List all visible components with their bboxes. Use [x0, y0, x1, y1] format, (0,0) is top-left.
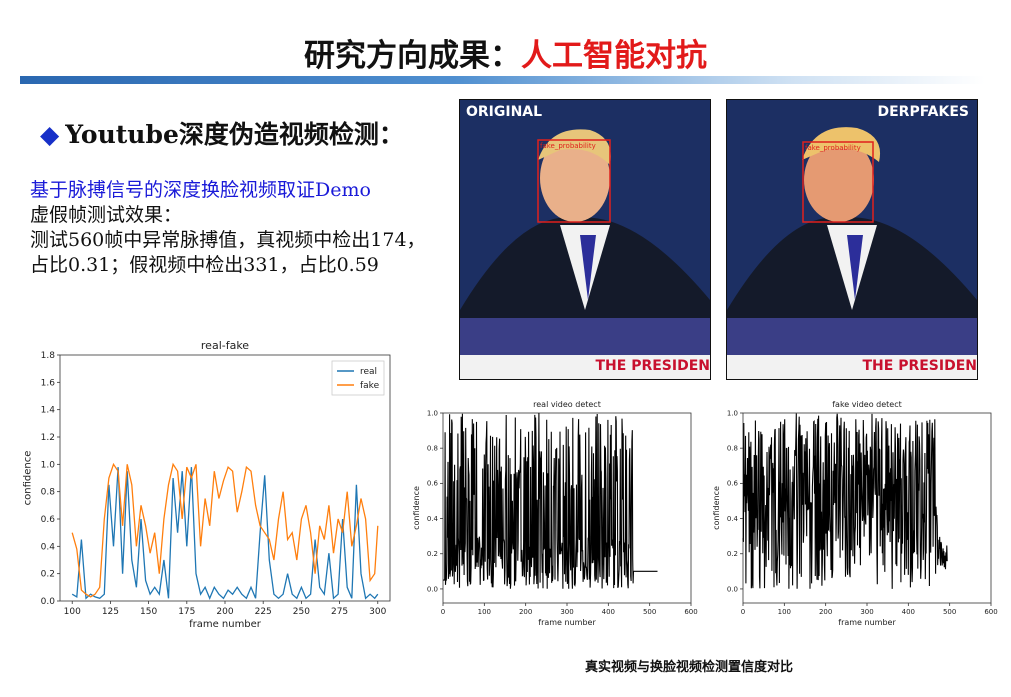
- real-video-detect-chart: real video detect 0 100 200 300 400 500 600 0.0 0…: [412, 400, 698, 627]
- y-tick-label: 0.6: [427, 480, 439, 488]
- x-tick-label: 300: [560, 608, 573, 616]
- x-tick-label: 0: [441, 608, 445, 616]
- x-tick-label: 150: [140, 607, 157, 617]
- x-tick-label: 400: [902, 608, 915, 616]
- chart-title: real video detect: [533, 400, 601, 409]
- x-tick-label: 600: [984, 608, 997, 616]
- y-tick-label: 1.0: [727, 409, 738, 417]
- y-tick-label: 0.6: [727, 480, 739, 488]
- y-tick-label: 0.4: [727, 515, 739, 523]
- x-tick-label: 300: [369, 607, 386, 617]
- video-scene: [727, 100, 977, 379]
- title-underline-bar: [20, 76, 985, 84]
- slide-title: 研究方向成果：人工智能对抗: [0, 30, 1011, 75]
- series-line-real-video: [443, 413, 658, 589]
- lower-third-text: THE PRESIDEN: [862, 358, 977, 374]
- series-line-real: [71, 467, 379, 600]
- bullet-text: Youtube深度伪造视频检测：: [65, 120, 404, 149]
- x-tick-label: 500: [943, 608, 956, 616]
- y-tick-label: 1.4: [41, 406, 56, 416]
- chart-title: real-fake: [201, 339, 249, 352]
- y-tick-label: 1.2: [41, 433, 55, 443]
- y-tick-label: 0.0: [41, 597, 56, 607]
- x-tick-label: 275: [331, 607, 348, 617]
- y-tick-label: 0.2: [727, 550, 738, 558]
- x-axis-label: frame number: [189, 619, 262, 630]
- y-tick-label: 1.6: [41, 378, 56, 388]
- legend-label: real: [360, 367, 377, 377]
- x-axis-label: frame number: [538, 618, 596, 627]
- y-tick-label: 0.6: [41, 515, 56, 525]
- y-axis-label: confidence: [23, 451, 34, 506]
- x-tick-label: 0: [741, 608, 745, 616]
- legend-box: [331, 360, 385, 396]
- y-tick-label: 1.0: [427, 409, 438, 417]
- y-axis-label: confidence: [712, 486, 721, 530]
- lower-third-strip: THE PRESIDEN: [727, 355, 977, 379]
- x-tick-label: 300: [860, 608, 873, 616]
- deepfake-video-frame: DERPFAKES fake_probability THE PRESIDEN: [726, 99, 978, 380]
- y-tick-label: 0.8: [427, 445, 438, 453]
- description-line-2: 虚假帧测试效果：: [30, 204, 183, 226]
- y-tick-label: 0.0: [427, 585, 438, 593]
- y-tick-label: 1.8: [41, 351, 56, 361]
- title-accent: 人工智能对抗: [521, 38, 707, 74]
- x-tick-label: 200: [519, 608, 532, 616]
- x-tick-label: 600: [684, 608, 697, 616]
- description-block: 基于脉搏信号的深度换脸视频取证Demo 虚假帧测试效果： 测试560帧中异常脉搏…: [30, 178, 460, 278]
- x-tick-label: 200: [819, 608, 832, 616]
- y-tick-label: 0.8: [41, 488, 56, 498]
- y-tick-label: 0.2: [41, 570, 55, 580]
- title-prefix: 研究方向成果：: [304, 38, 521, 74]
- y-tick-label: 1.0: [41, 460, 56, 470]
- x-tick-label: 125: [102, 607, 119, 617]
- fake-video-detect-chart: fake video detect 0 100 200 300 400 500 600 0.0 0…: [712, 400, 998, 627]
- description-line-demo: 基于脉搏信号的深度换脸视频取证Demo: [30, 179, 371, 201]
- y-tick-label: 0.0: [727, 585, 738, 593]
- x-tick-label: 500: [643, 608, 656, 616]
- lower-third-text: THE PRESIDEN: [595, 358, 710, 374]
- x-axis-label: frame number: [838, 618, 896, 627]
- real-fake-chart: real-fake 100 125 150 175 200 225 250 275 300 0.0 0…: [23, 339, 391, 630]
- chart-title: fake video detect: [832, 400, 902, 409]
- y-tick-label: 0.2: [427, 550, 438, 558]
- photo-label: ORIGINAL: [466, 104, 543, 120]
- x-tick-label: 200: [216, 607, 233, 617]
- y-tick-label: 0.4: [427, 515, 439, 523]
- bullet-heading: ◆ Youtube深度伪造视频检测：: [40, 115, 404, 151]
- x-tick-label: 400: [602, 608, 615, 616]
- y-axis-label: confidence: [412, 486, 421, 530]
- series-line-fake: [71, 462, 379, 598]
- original-video-frame: ORIGINAL fake_probability THE PRESIDEN: [459, 99, 711, 380]
- x-tick-label: 225: [255, 607, 272, 617]
- x-tick-label: 175: [178, 607, 195, 617]
- x-tick-label: 100: [478, 608, 491, 616]
- video-scene: [460, 100, 710, 379]
- x-tick-label: 100: [64, 607, 81, 617]
- diamond-bullet-icon: ◆: [40, 120, 60, 149]
- figure-caption: 真实视频与换脸视频检测置信度对比: [585, 660, 794, 675]
- x-tick-label: 100: [778, 608, 791, 616]
- photo-label: DERPFAKES: [877, 104, 969, 120]
- x-tick-label: 250: [293, 607, 310, 617]
- detection-box-label: fake_probability: [805, 144, 861, 152]
- description-line-3: 测试560帧中异常脉搏值，真视频中检出174，: [30, 229, 426, 251]
- legend-label: fake: [360, 381, 380, 391]
- detection-box-label: fake_probability: [540, 142, 596, 150]
- y-tick-label: 0.8: [727, 445, 738, 453]
- lower-third-strip: THE PRESIDEN: [460, 355, 710, 379]
- y-tick-label: 0.4: [41, 542, 56, 552]
- series-line-fake-video: [742, 413, 948, 589]
- description-line-4: 占比0.31；假视频中检出331，占比0.59: [30, 254, 379, 276]
